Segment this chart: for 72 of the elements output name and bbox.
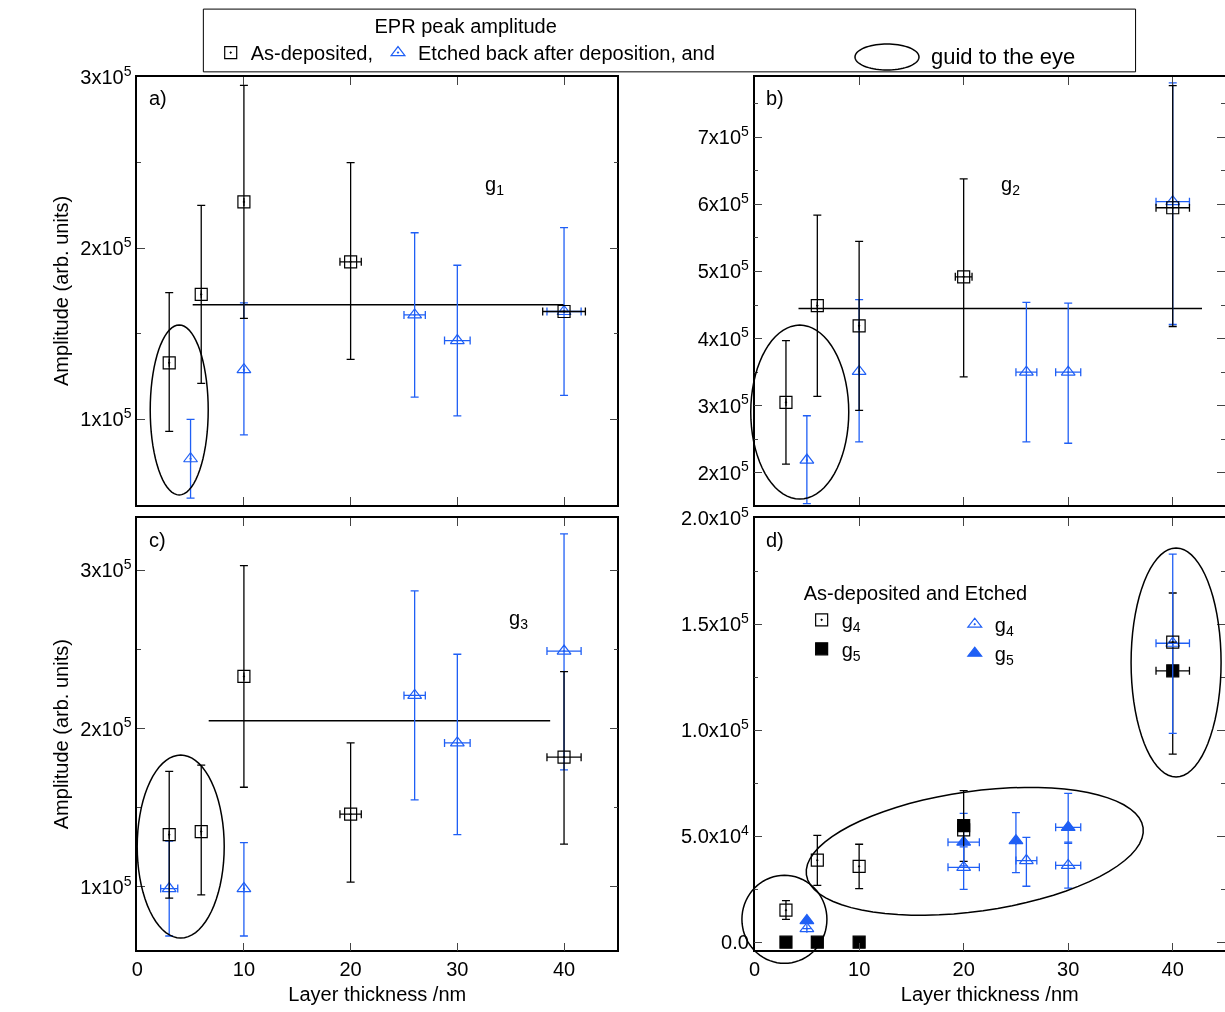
point [1060,858,1076,870]
y-tick-label: 4x10$^{5}$ [697,324,750,350]
point [237,669,251,684]
x-tick-label: 30 [446,958,469,981]
x-tick-label: 0 [749,958,761,981]
point [779,935,793,949]
point [1018,853,1034,865]
y-tick-label: 3x10$^{5}$ [697,391,750,417]
point [344,255,358,269]
x-tick-label: 10 [848,958,871,981]
y-tick-label: 6x10$^{5}$ [697,189,750,216]
x-tick-label: 10 [232,958,256,981]
y-tick-label: 2.0x10$^{5}$ [680,503,750,530]
y-tick-label: 5x10$^{5}$ [697,257,750,283]
y-tick-label: 2x10$^{5}$ [80,233,132,260]
point [1166,201,1180,215]
x-axis-title: Layer thickness /nm [288,983,467,1006]
legend-label: g$_{5}$ [994,642,1014,669]
x-tick-label: 40 [1161,958,1184,981]
point [194,824,208,839]
annotation: b) [766,87,784,109]
annotation: g$_{2}$ [1001,173,1021,199]
point [407,688,423,700]
y-tick-label: 1.5x10$^{5}$ [680,609,750,636]
point [162,828,176,842]
x-axis-title: Layer thickness /nm [900,983,1079,1006]
y-tick-label: 1x10$^{5}$ [80,872,132,898]
point [1166,664,1180,678]
legend-label: As-deposited, [250,42,373,65]
point [779,395,793,409]
annotation: d) [766,529,784,551]
point [236,881,252,893]
legend-title: As-deposited and Etched [803,582,1028,605]
point [557,750,571,764]
x-tick-label: 20 [952,958,975,981]
legend-title: EPR peak amplitude [374,15,557,38]
y-axis-title: Amplitude (arb. units) [50,195,73,386]
point [957,823,971,837]
legend-label: g$_{5}$ [841,638,861,664]
legend-label: g$_{4}$ [841,609,861,635]
legend-label: Etched back after deposition, and [418,42,715,65]
annotation: a) [149,87,167,109]
x-tick-label: 20 [339,958,362,981]
point [810,935,824,949]
annotation: g$_{1}$ [485,173,505,199]
text: guid to the eye [931,44,1076,69]
annotation: c) [149,529,166,551]
y-tick-label: 7x10$^{5}$ [697,122,750,149]
x-tick-label: 40 [552,958,576,981]
y-tick-label: 2x10$^{5}$ [80,714,132,740]
legend-label: g$_{4}$ [994,613,1014,640]
point [344,807,358,821]
y-tick-label: 2x10$^{5}$ [697,458,750,484]
y-tick-label: 5.0x10$^{4}$ [680,821,750,848]
point [237,195,251,209]
y-tick-label: 1x10$^{5}$ [80,404,132,431]
point [194,287,208,301]
y-tick-label: 3x10$^{5}$ [80,555,132,582]
y-tick-label: 0.0 [721,931,749,954]
y-tick-label: 3x10$^{5}$ [80,62,132,88]
point [810,299,824,313]
y-tick-label: 1.0x10$^{5}$ [680,715,750,742]
point [852,859,866,873]
point [851,364,867,376]
point [852,935,866,949]
point [162,356,176,370]
point [810,853,824,867]
annotation: g$_{3}$ [509,607,529,633]
x-tick-label: 0 [131,958,143,981]
y-axis-title: Amplitude (arb. units) [50,639,73,830]
x-tick-label: 30 [1057,958,1080,981]
point [852,319,866,333]
